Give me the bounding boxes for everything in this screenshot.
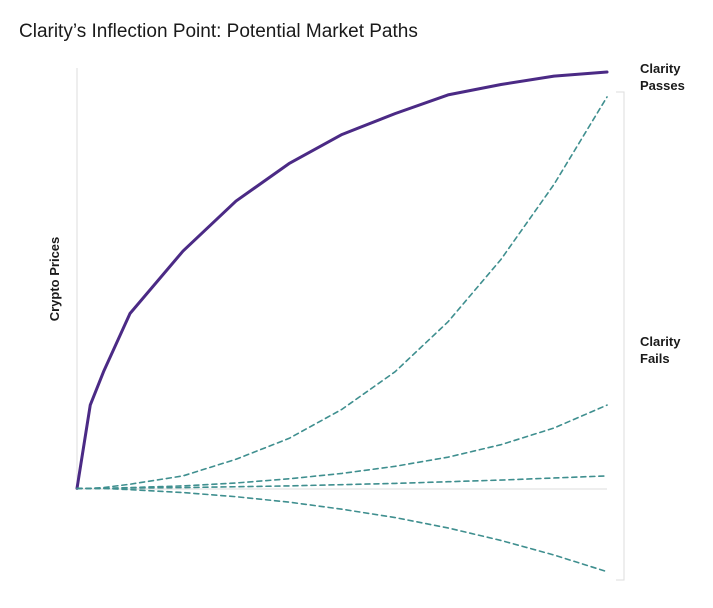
- annotation: Clarity: [640, 61, 681, 76]
- series-line: [76, 96, 608, 490]
- chart-title: Clarity’s Inflection Point: Potential Ma…: [19, 21, 418, 42]
- annotation: Fails: [640, 351, 670, 366]
- annotation: Clarity: [640, 334, 681, 349]
- bracket: [616, 91, 625, 581]
- y-axis-label: Crypto Prices: [47, 237, 62, 322]
- series-line: [76, 487, 608, 573]
- series-line: [76, 404, 608, 490]
- annotation: Passes: [640, 78, 685, 93]
- series-line: [75, 70, 609, 490]
- series-line: [76, 475, 608, 490]
